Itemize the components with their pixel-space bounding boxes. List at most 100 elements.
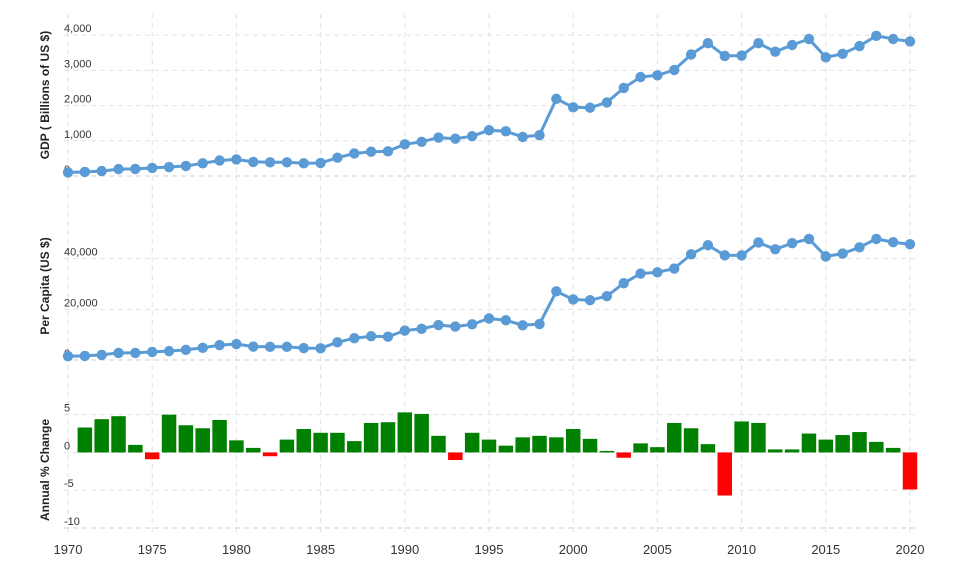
annual-change-bar[interactable]: [751, 422, 766, 453]
annual-change-bar[interactable]: [650, 447, 665, 453]
per-capita-data-point[interactable]: [248, 341, 259, 352]
per-capita-data-point[interactable]: [753, 237, 764, 248]
annual-change-bar[interactable]: [464, 432, 480, 453]
gdp-data-point[interactable]: [382, 146, 394, 157]
per-capita-data-point[interactable]: [568, 294, 579, 305]
per-capita-data-point[interactable]: [551, 286, 562, 297]
annual-change-bar[interactable]: [784, 449, 800, 453]
annual-change-bar[interactable]: [902, 452, 918, 490]
gdp-data-point[interactable]: [837, 48, 848, 59]
annual-change-bar[interactable]: [835, 435, 850, 453]
gdp-data-point[interactable]: [349, 148, 360, 159]
per-capita-data-point[interactable]: [180, 344, 192, 356]
annual-change-bar[interactable]: [599, 450, 615, 453]
annual-change-bar[interactable]: [144, 452, 160, 460]
gdp-data-point[interactable]: [248, 156, 259, 168]
annual-change-bar[interactable]: [885, 447, 901, 453]
per-capita-data-point[interactable]: [669, 263, 680, 274]
annual-change-bar[interactable]: [801, 433, 817, 453]
per-capita-data-point[interactable]: [584, 295, 596, 306]
per-capita-data-point[interactable]: [332, 337, 343, 348]
annual-change-bar[interactable]: [296, 429, 312, 453]
per-capita-data-point[interactable]: [298, 342, 309, 354]
per-capita-data-point[interactable]: [887, 237, 899, 248]
gdp-data-point[interactable]: [466, 131, 478, 142]
gdp-data-point[interactable]: [652, 70, 663, 81]
per-capita-data-point[interactable]: [871, 233, 882, 245]
annual-change-bar[interactable]: [178, 425, 194, 453]
gdp-data-point[interactable]: [685, 49, 697, 60]
annual-change-bar[interactable]: [397, 412, 413, 453]
gdp-data-point[interactable]: [854, 40, 865, 52]
gdp-data-point[interactable]: [770, 46, 781, 57]
gdp-data-point[interactable]: [416, 136, 427, 148]
gdp-data-point[interactable]: [281, 157, 293, 168]
per-capita-data-point[interactable]: [96, 349, 107, 361]
gdp-data-point[interactable]: [803, 33, 815, 45]
gdp-data-point[interactable]: [736, 50, 747, 61]
gdp-data-point[interactable]: [450, 133, 461, 144]
gdp-data-point[interactable]: [147, 162, 158, 174]
gdp-data-point[interactable]: [500, 126, 512, 137]
per-capita-data-point[interactable]: [433, 319, 444, 331]
annual-change-bar[interactable]: [616, 452, 631, 458]
gdp-data-point[interactable]: [871, 30, 882, 42]
per-capita-data-point[interactable]: [130, 347, 141, 359]
gdp-data-point[interactable]: [163, 161, 175, 173]
per-capita-data-point[interactable]: [315, 343, 326, 354]
annual-change-bar[interactable]: [532, 435, 547, 453]
gdp-data-point[interactable]: [618, 82, 629, 94]
per-capita-data-point[interactable]: [820, 251, 831, 262]
annual-change-bar[interactable]: [128, 444, 143, 453]
gdp-data-point[interactable]: [96, 165, 107, 177]
annual-change-bar[interactable]: [111, 416, 126, 453]
annual-change-bar[interactable]: [262, 452, 278, 457]
per-capita-data-point[interactable]: [500, 315, 512, 326]
annual-change-bar[interactable]: [77, 427, 93, 453]
annual-change-bar[interactable]: [330, 432, 345, 453]
gdp-data-point[interactable]: [517, 131, 528, 143]
annual-change-bar[interactable]: [161, 414, 177, 453]
per-capita-data-point[interactable]: [399, 325, 410, 336]
gdp-data-point[interactable]: [669, 64, 680, 76]
gdp-data-point[interactable]: [130, 163, 141, 175]
gdp-data-point[interactable]: [786, 39, 798, 51]
gdp-data-point[interactable]: [753, 38, 764, 49]
per-capita-data-point[interactable]: [770, 244, 781, 255]
per-capita-data-point[interactable]: [113, 347, 124, 359]
per-capita-data-point[interactable]: [652, 267, 663, 278]
annual-change-bar[interactable]: [279, 439, 295, 453]
per-capita-data-point[interactable]: [450, 321, 461, 332]
annual-change-bar[interactable]: [768, 449, 783, 453]
annual-change-bar[interactable]: [869, 441, 884, 453]
gdp-data-point[interactable]: [904, 36, 916, 47]
per-capita-data-point[interactable]: [618, 278, 629, 289]
per-capita-data-point[interactable]: [803, 233, 815, 245]
gdp-data-point[interactable]: [332, 152, 343, 163]
gdp-data-point[interactable]: [568, 102, 579, 113]
per-capita-data-point[interactable]: [517, 320, 528, 331]
per-capita-data-point[interactable]: [79, 350, 91, 362]
per-capita-data-point[interactable]: [904, 239, 916, 250]
per-capita-data-point[interactable]: [483, 313, 495, 324]
annual-change-bar[interactable]: [94, 419, 109, 453]
gdp-data-point[interactable]: [601, 97, 613, 108]
gdp-data-point[interactable]: [719, 50, 730, 62]
gdp-data-point[interactable]: [62, 167, 74, 178]
per-capita-data-point[interactable]: [62, 351, 74, 362]
per-capita-data-point[interactable]: [635, 268, 646, 279]
per-capita-data-point[interactable]: [736, 250, 747, 261]
gdp-data-point[interactable]: [264, 157, 276, 168]
annual-change-bar[interactable]: [380, 422, 396, 453]
gdp-data-point[interactable]: [399, 139, 410, 150]
gdp-data-point[interactable]: [231, 154, 242, 165]
per-capita-data-point[interactable]: [416, 323, 427, 335]
gdp-data-point[interactable]: [79, 166, 91, 178]
gdp-data-point[interactable]: [433, 132, 444, 143]
gdp-data-point[interactable]: [534, 129, 545, 141]
annual-change-bar[interactable]: [212, 419, 227, 453]
gdp-data-point[interactable]: [551, 93, 562, 105]
per-capita-data-point[interactable]: [163, 345, 175, 357]
annual-change-bar[interactable]: [633, 443, 648, 453]
annual-change-bar[interactable]: [498, 445, 514, 453]
